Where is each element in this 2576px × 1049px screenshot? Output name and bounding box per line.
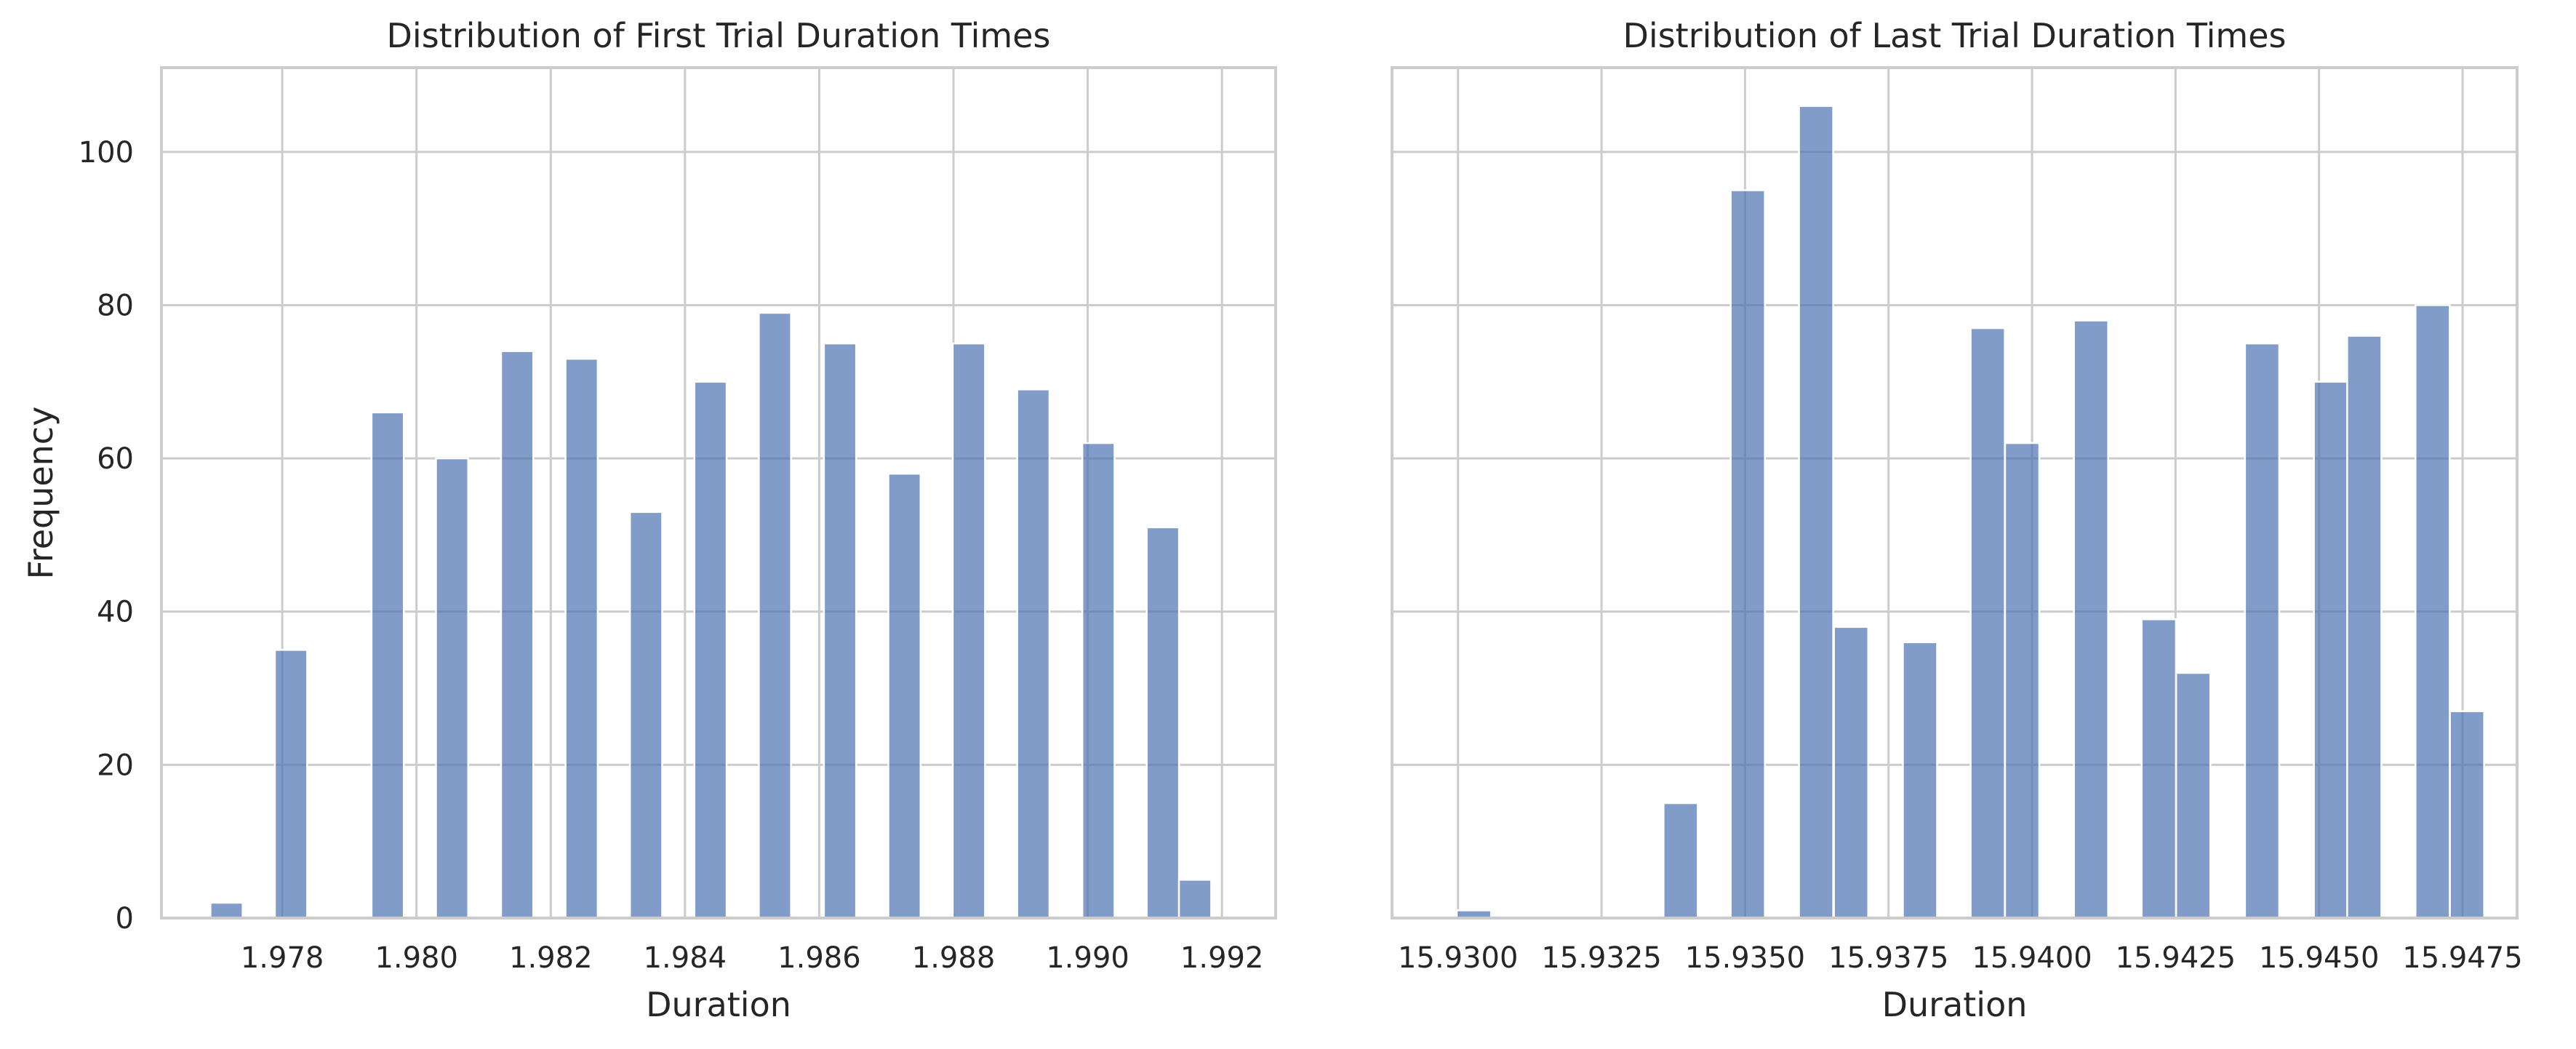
- histogram-bar: [1969, 327, 2006, 920]
- histogram-bar: [887, 472, 922, 920]
- histogram-bar: [628, 511, 663, 920]
- axes-frame: [1391, 66, 2519, 920]
- x-axis-label: Duration: [646, 985, 791, 1024]
- histogram-bar: [2449, 710, 2485, 920]
- histogram-bar: [1177, 879, 1212, 920]
- histogram-bar: [693, 380, 728, 920]
- histogram-bar: [2244, 342, 2281, 920]
- x-tick-label: 15.9450: [2259, 941, 2379, 975]
- x-tick-label: 1.982: [509, 941, 593, 975]
- histogram-bar: [2415, 304, 2451, 920]
- x-tick-label: 15.9325: [1541, 941, 1661, 975]
- y-axis-label: Frequency: [21, 407, 60, 580]
- chart-title: Distribution of First Trial Duration Tim…: [387, 16, 1051, 55]
- histogram-bar: [1663, 802, 1699, 920]
- x-tick-label: 15.9475: [2402, 941, 2522, 975]
- y-tick-label: 60: [97, 442, 134, 476]
- right-histogram-panel: 15.9300 15.9325 15.9350 15.9375 15.9400 15.94…: [1391, 16, 2523, 1024]
- y-tick-label: 100: [79, 136, 134, 169]
- x-tick-label: 1.978: [241, 941, 324, 975]
- x-tick-label: 1.988: [912, 941, 996, 975]
- histogram-bar: [273, 649, 308, 920]
- axes-frame: [160, 66, 1277, 920]
- histogram-bar: [1833, 626, 1870, 920]
- histogram-bar: [2313, 380, 2349, 920]
- histogram-bar: [1016, 388, 1051, 920]
- histogram-bar: [2346, 335, 2383, 920]
- histogram-bar: [1081, 442, 1116, 920]
- x-tick-label: 1.984: [644, 941, 727, 975]
- histogram-bar: [1729, 189, 1766, 920]
- histogram-bar: [209, 901, 244, 920]
- histogram-bar: [758, 311, 792, 920]
- y-tick-label: 20: [97, 749, 134, 782]
- histogram-bar: [1798, 105, 1834, 920]
- x-axis-label: Duration: [1882, 985, 2028, 1024]
- x-tick-label: 1.992: [1180, 941, 1264, 975]
- histogram-bar: [564, 357, 599, 920]
- histogram-bar: [435, 457, 470, 920]
- x-tick-label: 15.9375: [1828, 941, 1948, 975]
- x-tick-label: 15.9425: [2116, 941, 2236, 975]
- histogram-bar: [2140, 618, 2177, 920]
- histogram-bar: [500, 350, 535, 920]
- x-tick-label: 1.980: [375, 941, 458, 975]
- y-tick-label: 0: [116, 902, 134, 936]
- x-tick-label: 15.9350: [1685, 941, 1805, 975]
- x-tick-label: 15.9300: [1398, 941, 1518, 975]
- histogram-bar: [370, 411, 405, 920]
- x-tick-label: 1.986: [777, 941, 861, 975]
- histogram-bar: [1145, 526, 1180, 920]
- histogram-bar: [2175, 671, 2212, 920]
- chart-title: Distribution of Last Trial Duration Time…: [1623, 16, 2287, 55]
- histogram-bar: [2073, 319, 2109, 920]
- x-tick-label: 15.9400: [1972, 941, 2092, 975]
- x-tick-label: 1.990: [1046, 941, 1129, 975]
- histogram-bar: [2004, 442, 2041, 920]
- y-tick-label: 80: [97, 289, 134, 322]
- histogram-bar: [823, 342, 857, 920]
- histogram-bar: [1902, 641, 1938, 920]
- y-tick-label: 40: [97, 596, 134, 629]
- histogram-bar: [951, 342, 986, 920]
- left-histogram-panel: 1.978 1.980 1.982 1.984 1.986 1.988 1.990 1.992…: [21, 16, 1277, 1024]
